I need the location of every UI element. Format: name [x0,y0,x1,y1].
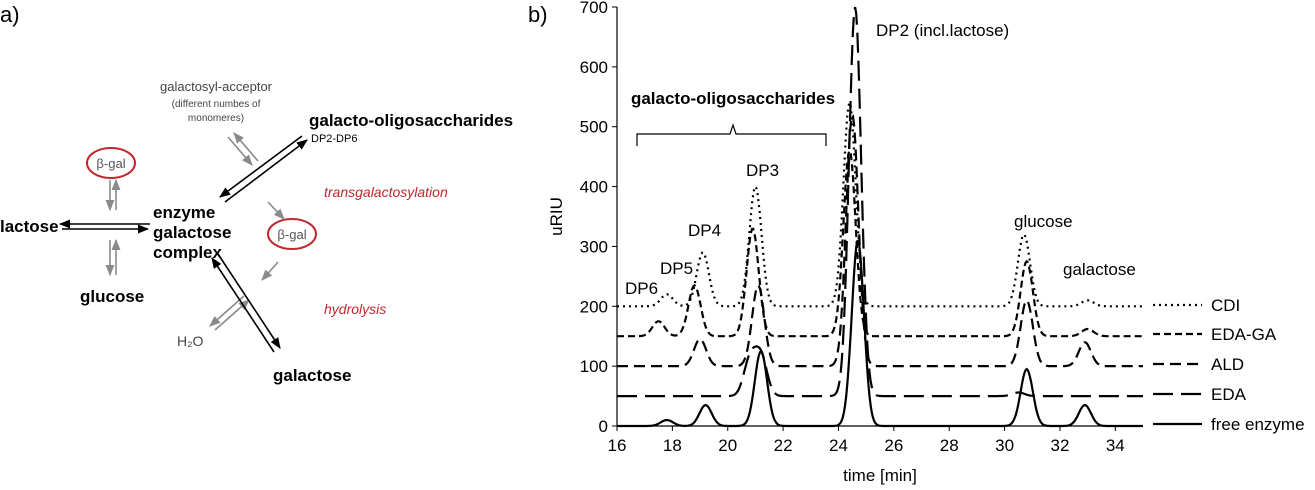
x-tick-label: 22 [774,436,793,455]
water-label: H₂O [177,333,204,349]
complex-label-2: galactose [153,223,231,242]
y-tick-label: 300 [580,237,608,256]
x-tick-label: 26 [884,436,903,455]
arrow-to-gos [224,139,308,203]
legend: CDI EDA-GA ALD EDA free enzyme [1153,296,1305,434]
y-tick-label: 500 [580,118,608,137]
x-tick-label: 24 [829,436,848,455]
annotation-dp2: DP2 (incl.lactose) [876,21,1009,40]
acceptor-note-1: (different numbes of [172,99,261,110]
arrow-acceptor-down [227,136,253,166]
panel-b-chart: b) 0 100 200 300 400 500 600 700 16 18 20 22 24 26 28 3… [528,0,1305,485]
chart-axes: 0 100 200 300 400 500 600 700 16 18 20 22 24 26 28 30 32… [547,0,1143,485]
x-tick-label: 16 [608,436,627,455]
transgalactosylation-label: transgalactosylation [324,184,448,200]
enzyme-circle-right [267,218,317,250]
legend-label: ALD [1211,355,1244,374]
panel-b-label: b) [528,2,548,27]
series-line-free-enzyme [617,240,1143,428]
annotation-dp4: DP4 [688,221,721,240]
legend-label: EDA [1211,385,1247,404]
arrow-enzyme-right-up [261,261,279,281]
gos-label: galacto-oligosaccharides [309,111,513,130]
enzyme-label-right: β-gal [277,227,306,242]
annotation-dp3: DP3 [746,161,779,180]
lactose-label: lactose [0,217,59,236]
complex-label-1: enzyme [153,203,215,222]
gos-bracket [636,123,827,146]
arrow-from-galactose [211,257,275,353]
legend-label: free enzyme [1211,415,1305,434]
panel-a-label: a) [0,2,20,27]
y-axis-label: uRIU [547,197,566,236]
y-tick-label: 100 [580,357,608,376]
complex-label-3: complex [153,243,223,262]
y-tick-label: 700 [580,0,608,17]
y-tick-label: 200 [580,297,608,316]
arrow-enzyme-right-down [267,201,285,220]
y-tick-label: 400 [580,178,608,197]
arrow-to-complex-from-gos [219,135,303,198]
x-tick-label: 30 [995,436,1014,455]
x-tick-label: 20 [718,436,737,455]
glucose-label: glucose [80,287,144,306]
x-tick-label: 32 [1050,436,1069,455]
gos-sub-label: DP2-DP6 [311,133,357,145]
legend-label: CDI [1211,296,1240,315]
arrow-water-in [214,299,250,331]
acceptor-label: galactosyl-acceptor [160,79,273,94]
x-axis-label: time [min] [843,466,917,485]
annotation-glucose: glucose [1014,212,1073,231]
black-arrows [58,135,308,353]
panel-a-diagram: a) β-gal β-gal lactose [0,2,513,385]
y-tick-label: 600 [580,58,608,77]
series-line-eda [617,6,1143,398]
arrow-water-out [209,295,245,327]
acceptor-note-2: monomeres) [188,113,244,124]
annotation-dp5: DP5 [660,259,693,278]
annotation-gos: galacto-oligosaccharides [631,89,835,108]
annotation-galactose: galactose [1063,260,1136,279]
enzyme-circle-top [86,147,136,179]
series-line-eda-ga [617,147,1143,338]
annotation-dp6: DP6 [625,279,658,298]
arrow-acceptor-up [233,132,259,162]
galactose-label: galactose [273,366,351,385]
y-tick-label: 0 [599,417,608,436]
x-tick-label: 18 [663,436,682,455]
x-tick-label: 34 [1106,436,1125,455]
enzyme-label-top: β-gal [96,156,125,171]
arrow-to-galactose [217,253,281,349]
legend-label: EDA-GA [1211,325,1277,344]
series-layer [617,6,1143,428]
x-tick-label: 28 [940,436,959,455]
hydrolysis-label: hydrolysis [324,301,386,317]
series-line-ald [617,114,1143,368]
